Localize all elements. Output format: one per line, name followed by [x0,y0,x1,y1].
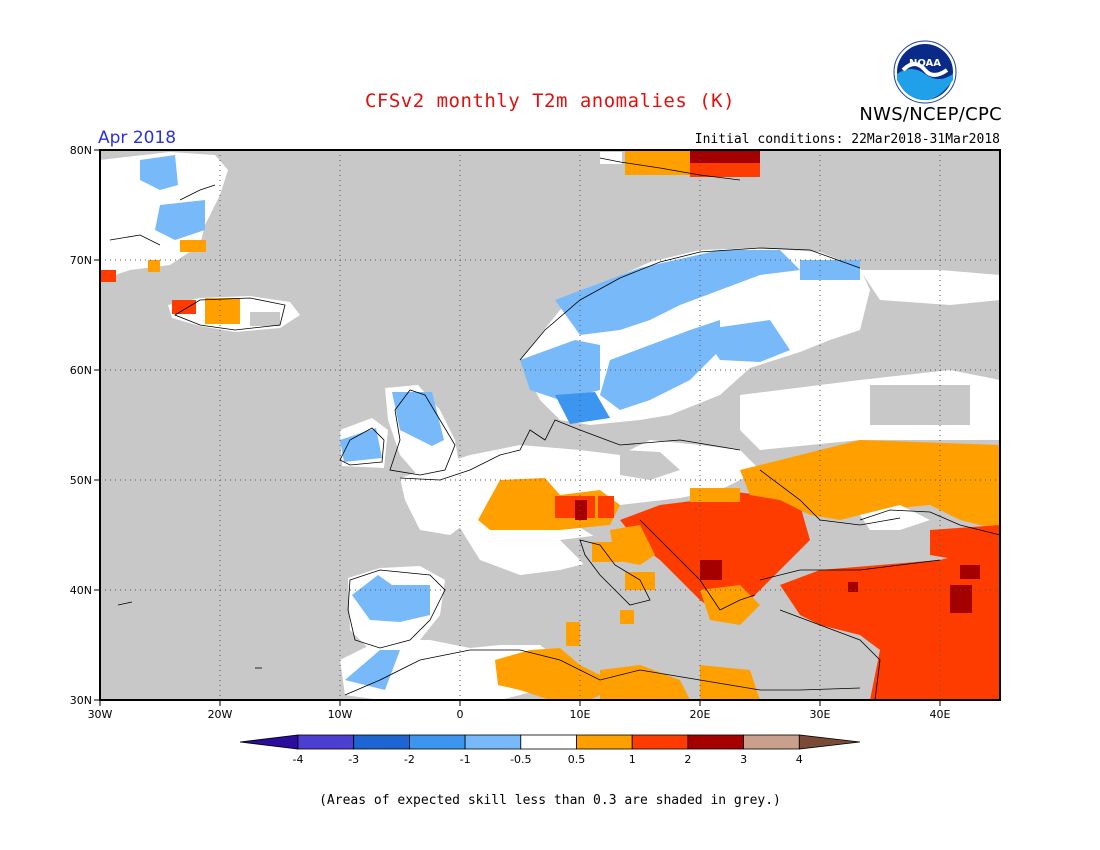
map-title: CFSv2 monthly T2m anomalies (K) [364,90,736,112]
legend-arrow-high [798,734,861,750]
lon-tick-marks [94,149,941,706]
turkey-anomaly [780,525,1000,700]
north-africa-anomaly [340,610,760,700]
central-europe-warm [478,478,620,530]
ukraine-anomaly [740,440,1000,530]
legend-arrow-low [239,734,299,750]
legend-label: -4 [293,753,304,766]
lon-tick-label: 0 [457,708,464,721]
color-legend: -4 -3 -2 -1 -0.5 0.5 1 2 3 4 [239,734,861,766]
legend-label: 4 [796,753,803,766]
legend-label: -0.5 [510,753,531,766]
iberia-anomaly [348,566,445,655]
legend-label: -2 [404,753,415,766]
lat-tick-label: 60N [70,364,92,377]
legend-swatch [408,734,466,750]
italy-anomaly [560,535,655,605]
forecast-period: Apr 2018 [98,128,177,148]
initial-conditions: Initial conditions: 22Mar2018-31Mar2018 [694,132,1000,147]
lat-tick-label: 70N [70,254,92,267]
skill-footnote: (Areas of expected skill less than 0.3 a… [319,793,781,808]
lat-tick-label: 30N [70,694,92,707]
legend-swatch [520,734,577,750]
lon-tick-label: 20W [208,708,233,721]
legend-swatch [297,734,355,750]
lon-tick-label: 10E [570,708,591,721]
greenland-anomaly [100,152,228,282]
legend-label: -3 [348,753,359,766]
legend-label: 3 [740,753,747,766]
legend-swatch [631,734,689,750]
legend-swatch [353,734,410,750]
legend-swatch [576,734,633,750]
legend-swatch [687,734,745,750]
legend-label: 1 [629,753,636,766]
lon-tick-label: 30W [88,708,113,721]
legend-label: -1 [460,753,471,766]
lat-tick-label: 80N [70,144,92,157]
legend-label: 2 [684,753,691,766]
logo-text: NOAA [909,58,941,69]
map-frame [99,149,1001,701]
lon-tick-label: 20E [690,708,711,721]
lat-tick-label: 40N [70,584,92,597]
russia-north-anomaly [740,270,1000,450]
coastlines [109,157,1001,701]
lon-tick-label: 30E [810,708,831,721]
noaa-logo: NOAA [893,40,957,104]
legend-swatch [464,734,522,750]
agency-label: NWS/NCEP/CPC [859,104,1002,125]
scandinavia-anomaly [520,248,870,425]
legend-label: 0.5 [568,753,586,766]
map-grid [100,150,1000,700]
lat-tick-label: 50N [70,474,92,487]
balkans-anomaly [610,488,810,625]
svalbard-anomaly [600,150,760,177]
lon-tick-label: 40E [930,708,951,721]
iceland-anomaly [168,296,300,332]
legend-swatch [743,734,800,750]
lon-tick-label: 10W [328,708,353,721]
